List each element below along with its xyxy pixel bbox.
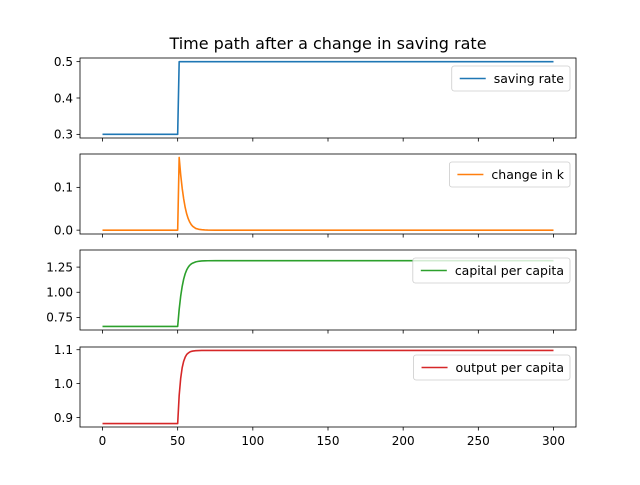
x-tick-label: 200 [392,434,415,448]
legend-box [413,354,571,381]
legend-label: change in k [491,167,564,182]
y-tick-label: 0.0 [54,223,73,237]
x-tick-label: 50 [170,434,185,448]
subplot-3: 0.75 1.00 1.25 capital per capita [46,249,577,334]
legend: output per capita [413,354,571,381]
y-tick-label: 1.25 [46,260,73,274]
x-tick-label: 300 [542,434,565,448]
legend-label: output per capita [456,360,564,375]
chart-title: Time path after a change in saving rate [168,34,486,53]
y-tick-label: 1.1 [54,343,73,357]
series-line-2 [102,156,554,231]
series-line-1 [102,60,554,136]
legend: change in k [449,161,571,188]
legend: saving rate [451,65,571,92]
legend: capital per capita [412,257,571,284]
legend-box [451,65,571,92]
x-tick-label: 0 [99,434,107,448]
legend-label: capital per capita [455,263,564,278]
y-tick-label: 1.0 [54,377,73,391]
y-tick-label: 0.1 [54,181,73,195]
series-line-4 [102,349,554,425]
x-tick-label: 250 [467,434,490,448]
subplot-4: 0.9 1.0 1.1 0 50 100 150 200 250 300 output per ca… [54,343,577,448]
legend-label: saving rate [494,71,565,86]
subplot-2: 0.0 0.1 change in k [54,153,577,238]
y-tick-label: 0.5 [54,55,73,69]
y-tick-label: 1.00 [46,286,73,300]
y-tick-label: 0.75 [46,311,73,325]
subplot-1: 0.3 0.4 0.5 saving rate [54,55,577,142]
y-tick-label: 0.3 [54,128,73,142]
y-tick-label: 0.4 [54,91,73,105]
x-tick-label: 100 [241,434,264,448]
subplot-panels: 0.3 0.4 0.5 saving rate 0.0 0.1 change in k 0.7… [46,55,577,448]
y-tick-label: 0.9 [54,411,73,425]
legend-box [449,161,571,188]
series-line-3 [102,259,554,328]
legend-box [412,257,571,284]
x-tick-label: 150 [317,434,340,448]
